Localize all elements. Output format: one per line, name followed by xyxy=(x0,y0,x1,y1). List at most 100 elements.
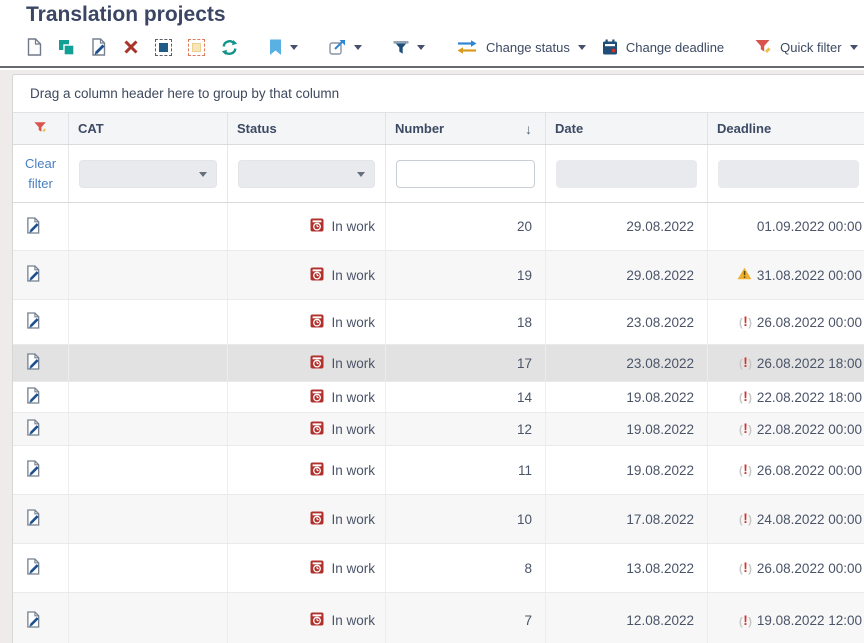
status-cell: In work xyxy=(228,593,386,643)
filter-header-cell[interactable] xyxy=(13,113,69,144)
refresh-button[interactable] xyxy=(221,39,238,56)
status-cell: In work xyxy=(228,495,386,543)
edit-row-button[interactable] xyxy=(13,544,69,592)
status-cell: In work xyxy=(228,446,386,494)
copy-button[interactable] xyxy=(58,39,75,56)
deadline-urgent-icon xyxy=(739,463,752,477)
status-label: In work xyxy=(331,389,375,405)
deadline-text: 26.08.2022 00:00 xyxy=(756,462,862,478)
edit-icon xyxy=(26,265,41,285)
new-document-icon xyxy=(27,38,42,56)
group-by-panel[interactable]: Drag a column header here to group by th… xyxy=(13,75,864,113)
clear-filter-link[interactable]: Clear filter xyxy=(24,155,57,191)
table-row[interactable]: In work 17 23.08.2022 26.08.2022 18:00 xyxy=(13,345,864,382)
deadline-text: 22.08.2022 00:00 xyxy=(756,421,862,437)
date-cell: 19.08.2022 xyxy=(546,382,708,412)
new-document-button[interactable] xyxy=(27,38,42,56)
deadline-cell: 01.09.2022 00:00 xyxy=(708,203,864,250)
chevron-down-icon[interactable] xyxy=(849,44,858,50)
status-cell: In work xyxy=(228,300,386,344)
chevron-down-icon[interactable] xyxy=(577,44,586,50)
in-work-status-icon xyxy=(310,218,324,235)
column-header-deadline[interactable]: Deadline xyxy=(717,121,772,136)
page-content: Drag a column header here to group by th… xyxy=(0,70,864,643)
cat-cell xyxy=(69,300,228,344)
chevron-down-icon[interactable] xyxy=(290,44,298,50)
edit-row-button[interactable] xyxy=(13,413,69,445)
edit-icon xyxy=(26,558,41,578)
number-cell: 7 xyxy=(386,593,546,643)
column-header-date[interactable]: Date xyxy=(546,113,708,144)
translation-projects-grid: Drag a column header here to group by th… xyxy=(12,74,864,643)
status-label: In work xyxy=(331,613,375,628)
date-cell: 29.08.2022 xyxy=(546,203,708,250)
deadline-filter-input[interactable] xyxy=(718,159,859,188)
bookmark-button[interactable] xyxy=(269,39,298,56)
status-label: In work xyxy=(331,462,375,478)
deadline-cell: 19.08.2022 12:00 xyxy=(708,593,864,643)
in-work-status-icon xyxy=(310,314,324,331)
invert-selection-button[interactable] xyxy=(188,38,205,56)
cat-cell xyxy=(69,382,228,412)
number-filter-input[interactable] xyxy=(396,159,535,188)
status-filter-cell xyxy=(228,145,386,202)
column-header-cat[interactable]: CAT xyxy=(69,113,228,144)
column-header-number[interactable]: Number xyxy=(386,113,546,144)
date-cell: 23.08.2022 xyxy=(546,300,708,344)
table-row[interactable]: In work 20 29.08.2022 01.09.2022 00:00 xyxy=(13,203,864,251)
edit-icon xyxy=(26,509,41,529)
edit-row-button[interactable] xyxy=(13,300,69,344)
status-label: In work xyxy=(331,355,375,371)
edit-icon xyxy=(26,353,41,373)
cat-filter-cell xyxy=(69,145,228,202)
filter-icon xyxy=(393,40,409,55)
change-deadline-button[interactable]: Change deadline xyxy=(602,39,724,55)
table-row[interactable]: In work 8 13.08.2022 26.08.2022 00:00 xyxy=(13,544,864,593)
delete-button[interactable] xyxy=(123,39,139,55)
chevron-down-icon[interactable] xyxy=(417,44,425,50)
export-button[interactable] xyxy=(329,39,362,55)
deadline-text: 26.08.2022 18:00 xyxy=(756,355,862,371)
cat-cell xyxy=(69,593,228,643)
deadline-text: 31.08.2022 00:00 xyxy=(756,267,862,283)
in-work-status-icon xyxy=(310,462,324,479)
quick-filter-button[interactable]: Quick filter xyxy=(755,39,858,55)
table-row[interactable]: In work 7 12.08.2022 19.08.2022 12:00 xyxy=(13,593,864,643)
table-row[interactable]: In work 18 23.08.2022 26.08.2022 00:00 xyxy=(13,300,864,345)
table-row[interactable]: In work 10 17.08.2022 24.08.2022 00:00 xyxy=(13,495,864,544)
cat-filter-select[interactable] xyxy=(79,159,217,188)
clear-filter-cell: Clear filter xyxy=(13,145,69,202)
edit-row-button[interactable] xyxy=(13,251,69,299)
chevron-down-icon[interactable] xyxy=(354,44,362,50)
table-row[interactable]: In work 14 19.08.2022 22.08.2022 18:00 xyxy=(13,382,864,413)
edit-button[interactable] xyxy=(91,38,107,56)
status-filter-select[interactable] xyxy=(238,159,375,188)
date-filter-input[interactable] xyxy=(556,159,697,188)
status-cell: In work xyxy=(228,413,386,445)
status-label: In work xyxy=(331,267,375,283)
table-row[interactable]: In work 11 19.08.2022 26.08.2022 00:00 xyxy=(13,446,864,495)
column-header-status[interactable]: Status xyxy=(228,113,386,144)
invert-selection-icon xyxy=(188,38,205,56)
in-work-status-icon xyxy=(310,421,324,438)
cat-cell xyxy=(69,345,228,381)
page-header: Translation projects xyxy=(0,0,864,68)
table-row[interactable]: In work 19 29.08.2022 31.08.2022 00:00 xyxy=(13,251,864,300)
number-cell: 17 xyxy=(386,345,546,381)
number-cell: 19 xyxy=(386,251,546,299)
number-cell: 10 xyxy=(386,495,546,543)
deadline-warning-icon xyxy=(737,267,752,283)
grid-filter-row: Clear filter xyxy=(13,145,864,203)
edit-row-button[interactable] xyxy=(13,593,69,643)
table-row[interactable]: In work 12 19.08.2022 22.08.2022 00:00 xyxy=(13,413,864,446)
edit-row-button[interactable] xyxy=(13,203,69,250)
change-status-button[interactable]: Change status xyxy=(456,39,586,55)
quick-filter-label: Quick filter xyxy=(780,39,842,55)
cat-cell xyxy=(69,446,228,494)
filter-button[interactable] xyxy=(393,40,425,55)
edit-row-button[interactable] xyxy=(13,382,69,412)
edit-row-button[interactable] xyxy=(13,446,69,494)
select-all-button[interactable] xyxy=(155,38,172,56)
edit-row-button[interactable] xyxy=(13,345,69,381)
edit-row-button[interactable] xyxy=(13,495,69,543)
